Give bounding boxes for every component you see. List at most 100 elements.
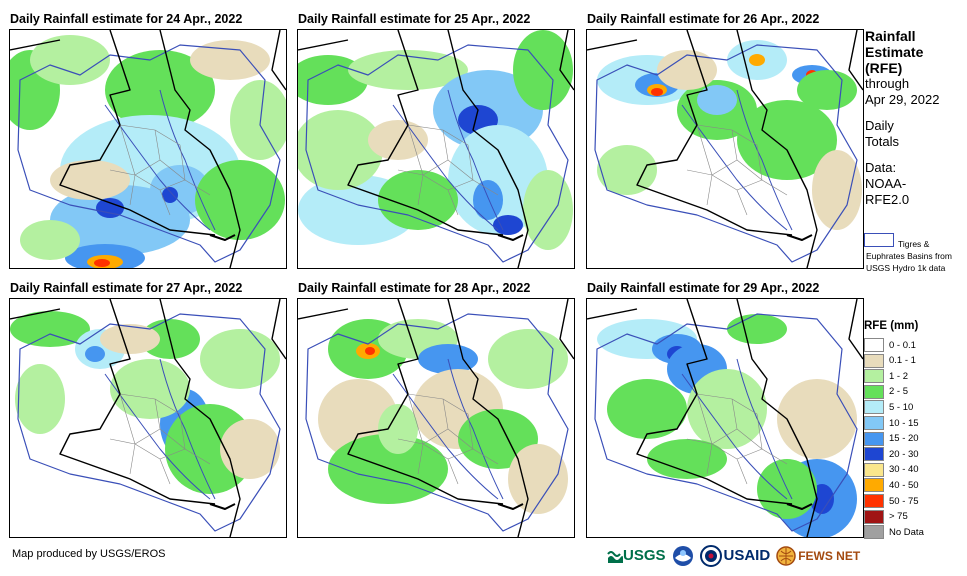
rainfall-map-graphic: [10, 299, 286, 537]
coastline: [497, 503, 524, 510]
rainfall-patch: [100, 324, 160, 354]
rainfall-map: [9, 29, 287, 269]
country-borders: [10, 30, 286, 268]
province-lines: [397, 124, 499, 216]
rainfall-map: [586, 29, 864, 269]
rainfall-patch: [523, 170, 573, 250]
province-lines: [109, 393, 211, 485]
legend-item: 30 - 40: [864, 462, 919, 477]
rainfall-map-graphic: [10, 30, 286, 268]
fewsnet-logo-text: FEWS NET: [798, 549, 861, 563]
legend-item: > 75: [864, 509, 908, 524]
legend-item: 2 - 5: [864, 384, 909, 399]
province-lines: [686, 124, 788, 216]
legend-label: No Data: [889, 526, 924, 538]
province-lines: [109, 124, 211, 216]
rainfall-patch: [473, 180, 503, 220]
legend-item: 20 - 30: [864, 447, 919, 462]
country-borders: [10, 299, 286, 537]
legend-label: 40 - 50: [889, 479, 919, 491]
legend-swatch: [864, 494, 884, 508]
rainfall-patch: [493, 215, 523, 235]
tigris-river: [159, 89, 216, 231]
sidebar-data-version: RFE2.0: [865, 192, 910, 207]
rainfall-patch: [651, 88, 663, 96]
legend-item: 0 - 0.1: [864, 338, 916, 352]
rainfall-patch: [15, 364, 65, 434]
legend-swatch: [864, 462, 884, 477]
country-borders: [298, 30, 574, 268]
rainfall-patches: [597, 314, 857, 537]
usaid-logo-text: USAID: [723, 547, 771, 564]
logo-strip: USGS USAID FEWS NET: [607, 543, 860, 569]
tigris-river: [447, 358, 504, 500]
rainfall-patch: [508, 444, 568, 514]
legend-swatch: [864, 384, 884, 399]
coastline: [209, 234, 236, 241]
basin-boundary: [305, 313, 569, 532]
rainfall-map: [297, 29, 575, 269]
rainfall-patch: [777, 379, 857, 459]
legend-label: 2 - 5: [889, 386, 909, 398]
rainfall-patch: [96, 198, 124, 218]
legend-item: 5 - 10: [864, 400, 913, 415]
fewsnet-logo: FEWS NET: [776, 546, 860, 566]
sidebar-heading-1: Rainfall: [865, 28, 916, 44]
legend-item: 50 - 75: [864, 494, 919, 508]
province-lines: [397, 393, 499, 485]
legend-swatch: [864, 369, 884, 384]
rainfall-patch: [195, 160, 285, 240]
rainfall-patch: [94, 259, 110, 267]
rainfall-patch: [220, 419, 280, 479]
sidebar-through-date: Apr 29, 2022: [865, 92, 940, 107]
rainfall-patch: [10, 311, 90, 347]
tigris-river: [447, 89, 504, 231]
usgs-wave-icon: [607, 551, 623, 563]
panel-title: Daily Rainfall estimate for 29 Apr., 202…: [587, 281, 820, 295]
sidebar-daily: Daily: [865, 118, 894, 133]
legend-label: 50 - 75: [889, 495, 919, 507]
rainfall-patch: [749, 54, 765, 66]
panel-title: Daily Rainfall estimate for 26 Apr., 202…: [587, 12, 820, 26]
basin-boundary: [594, 44, 858, 263]
rainfall-map-graphic: [298, 30, 574, 268]
legend-item: 10 - 15: [864, 416, 919, 430]
panel-title: Daily Rainfall estimate for 25 Apr., 202…: [298, 12, 531, 26]
noaa-seal-icon: [672, 546, 693, 566]
legend-item: 0.1 - 1: [864, 353, 916, 368]
basin-boundary: [305, 44, 569, 263]
rainfall-patch: [85, 346, 105, 362]
rainfall-patch: [365, 347, 375, 355]
legend-title: RFE (mm): [864, 320, 919, 332]
sidebar-heading-2: Estimate: [865, 44, 924, 60]
legend-swatch: [864, 338, 884, 352]
sidebar-totals: Totals: [865, 134, 899, 149]
legend-label: 10 - 15: [889, 417, 919, 429]
country-borders: [587, 299, 863, 537]
panel-title: Daily Rainfall estimate for 28 Apr., 202…: [298, 281, 531, 295]
legend-swatch: [864, 525, 884, 540]
rainfall-patches: [298, 30, 573, 250]
legend-swatch: [864, 353, 884, 368]
basin-outline-swatch: [864, 233, 894, 247]
rainfall-patch: [190, 40, 270, 80]
rainfall-patch: [230, 80, 286, 160]
legend-label: 20 - 30: [889, 448, 919, 460]
province-lines: [686, 393, 788, 485]
basin-boundary: [17, 44, 281, 263]
coastline: [786, 234, 813, 241]
rainfall-patch: [687, 369, 767, 449]
rainfall-patches: [10, 35, 286, 268]
rainfall-patch: [797, 70, 857, 110]
legend-swatch: [864, 416, 884, 430]
rainfall-patch: [657, 50, 717, 90]
tigris-river: [736, 89, 793, 231]
rainfall-patches: [318, 319, 568, 514]
legend-label: 15 - 20: [889, 433, 919, 445]
rainfall-patch: [647, 439, 727, 479]
rainfall-patch: [513, 30, 573, 110]
panel-title: Daily Rainfall estimate for 27 Apr., 202…: [10, 281, 243, 295]
rainfall-map: [9, 298, 287, 538]
rainfall-map-graphic: [587, 299, 863, 537]
basin-boundary: [17, 313, 281, 532]
